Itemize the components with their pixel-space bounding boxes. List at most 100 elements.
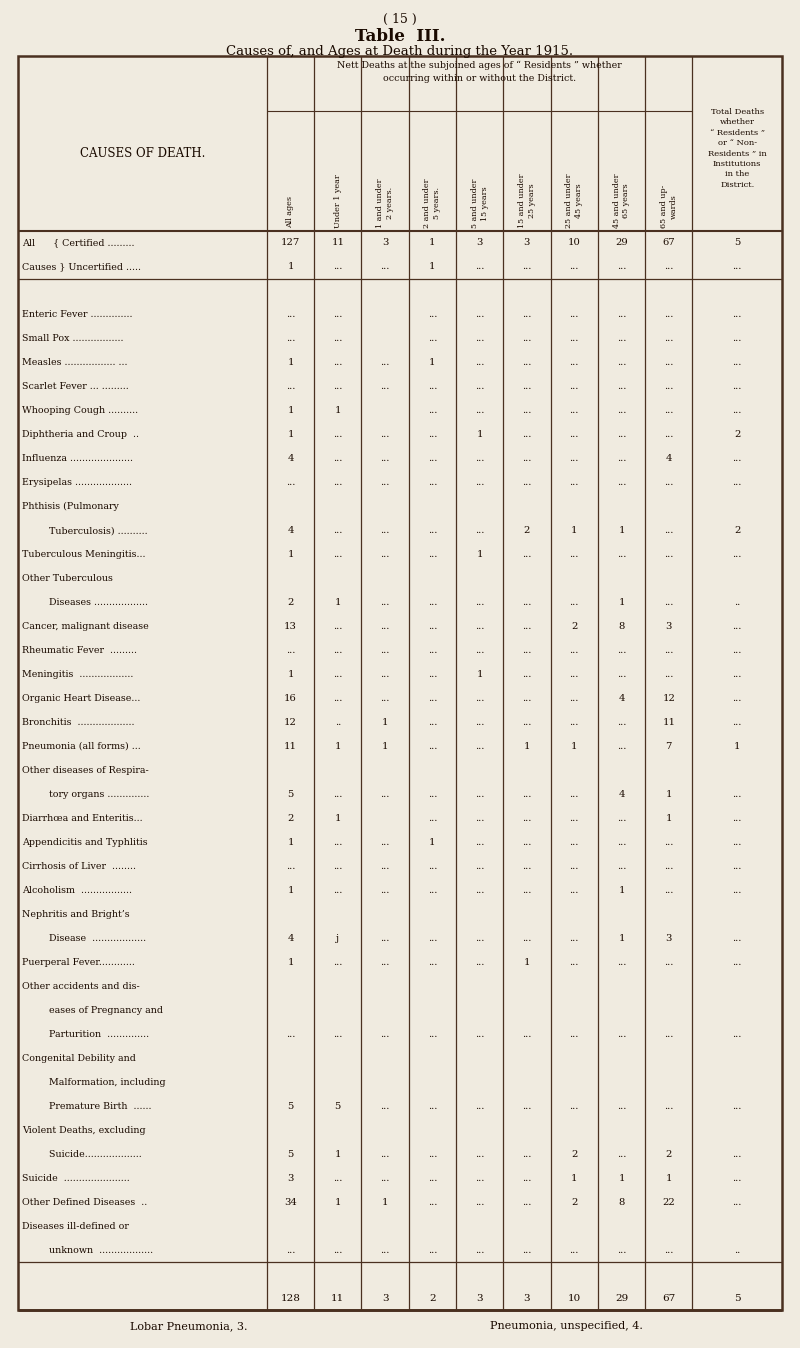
Text: ...: ... [733, 814, 742, 824]
Text: ...: ... [522, 310, 532, 319]
Text: ...: ... [333, 383, 342, 391]
Text: 3: 3 [476, 1294, 483, 1302]
Text: 2: 2 [734, 526, 740, 535]
Text: ...: ... [570, 454, 579, 464]
Text: ...: ... [333, 454, 342, 464]
Text: Disease  ..................: Disease .................. [37, 934, 146, 942]
Text: Measles ................. ...: Measles ................. ... [22, 359, 127, 368]
Text: ...: ... [570, 670, 579, 679]
Text: ...: ... [522, 359, 532, 368]
Text: ...: ... [475, 334, 484, 344]
Text: 1: 1 [571, 741, 578, 751]
Text: ...: ... [380, 479, 390, 487]
Text: 10: 10 [567, 1294, 581, 1302]
Text: ...: ... [380, 454, 390, 464]
Text: 29: 29 [615, 239, 628, 248]
Text: ...: ... [333, 646, 342, 655]
Text: ...: ... [522, 406, 532, 415]
Text: ...: ... [333, 1246, 342, 1255]
Text: ...: ... [380, 1101, 390, 1111]
Text: ...: ... [570, 263, 579, 271]
Text: ...: ... [333, 886, 342, 895]
Text: 22: 22 [662, 1197, 675, 1206]
Text: ...: ... [428, 550, 437, 559]
Text: 1: 1 [334, 814, 341, 824]
Text: 3: 3 [287, 1174, 294, 1182]
Text: ...: ... [664, 479, 674, 487]
Text: ...: ... [617, 1246, 626, 1255]
Text: ...: ... [733, 334, 742, 344]
Text: ...: ... [733, 406, 742, 415]
Text: ...: ... [664, 861, 674, 871]
Text: 12: 12 [662, 694, 675, 704]
Text: ...: ... [733, 383, 742, 391]
Text: ...: ... [475, 1197, 484, 1206]
Text: ...: ... [475, 526, 484, 535]
Text: 1: 1 [476, 550, 483, 559]
Text: 2 and under
5 years.: 2 and under 5 years. [423, 178, 442, 228]
Text: ...: ... [570, 310, 579, 319]
Text: ...: ... [733, 861, 742, 871]
Text: ...: ... [428, 934, 437, 942]
Text: ...: ... [617, 838, 626, 847]
Text: 1: 1 [618, 934, 625, 942]
Text: ...: ... [733, 838, 742, 847]
Text: ...: ... [522, 1197, 532, 1206]
Text: ...: ... [333, 334, 342, 344]
Text: 1: 1 [334, 741, 341, 751]
Text: 13: 13 [284, 623, 297, 631]
Text: ...: ... [733, 359, 742, 368]
Text: ...: ... [733, 694, 742, 704]
Text: ...: ... [428, 1246, 437, 1255]
Text: ...: ... [664, 646, 674, 655]
Text: ...: ... [475, 694, 484, 704]
Text: 1: 1 [734, 741, 741, 751]
Text: Appendicitis and Typhlitis: Appendicitis and Typhlitis [22, 838, 148, 847]
Text: 8: 8 [618, 1197, 625, 1206]
Text: ...: ... [428, 310, 437, 319]
Text: ...: ... [733, 479, 742, 487]
Text: j: j [336, 934, 339, 942]
Text: 2: 2 [571, 1197, 578, 1206]
Text: Diseases ill-defined or: Diseases ill-defined or [22, 1221, 129, 1231]
Text: ...: ... [380, 861, 390, 871]
Text: ...: ... [733, 263, 742, 271]
Text: 67: 67 [662, 1294, 675, 1302]
Text: 7: 7 [666, 741, 672, 751]
Text: ...: ... [570, 479, 579, 487]
Text: 1: 1 [287, 670, 294, 679]
Text: ...: ... [380, 790, 390, 799]
Text: 1: 1 [476, 670, 483, 679]
Text: 1: 1 [666, 1174, 672, 1182]
Text: ...: ... [380, 838, 390, 847]
Text: ...: ... [428, 670, 437, 679]
Text: 1: 1 [618, 599, 625, 607]
Text: ...: ... [522, 479, 532, 487]
Text: ...: ... [664, 310, 674, 319]
Text: ...: ... [664, 430, 674, 439]
Text: ...: ... [664, 1246, 674, 1255]
Text: ...: ... [664, 958, 674, 967]
Text: ...: ... [664, 1101, 674, 1111]
Text: ...: ... [428, 599, 437, 607]
Text: ...: ... [380, 934, 390, 942]
Text: ...: ... [664, 1030, 674, 1039]
Text: ...: ... [475, 310, 484, 319]
Text: 1: 1 [429, 838, 436, 847]
Text: ...: ... [380, 646, 390, 655]
Text: ...: ... [380, 1150, 390, 1159]
Text: ...: ... [286, 334, 295, 344]
Text: ...: ... [333, 623, 342, 631]
Text: 5: 5 [287, 790, 294, 799]
Text: ...: ... [522, 263, 532, 271]
Text: ...: ... [522, 383, 532, 391]
Text: ...: ... [428, 790, 437, 799]
Text: ...: ... [428, 646, 437, 655]
Text: Puerperal Fever............: Puerperal Fever............ [22, 958, 135, 967]
Text: 16: 16 [284, 694, 297, 704]
Text: ...: ... [664, 886, 674, 895]
Text: Influenza .....................: Influenza ..................... [22, 454, 133, 464]
Text: ...: ... [428, 1174, 437, 1182]
Text: Other diseases of Respira-: Other diseases of Respira- [22, 766, 149, 775]
Text: ...: ... [380, 670, 390, 679]
